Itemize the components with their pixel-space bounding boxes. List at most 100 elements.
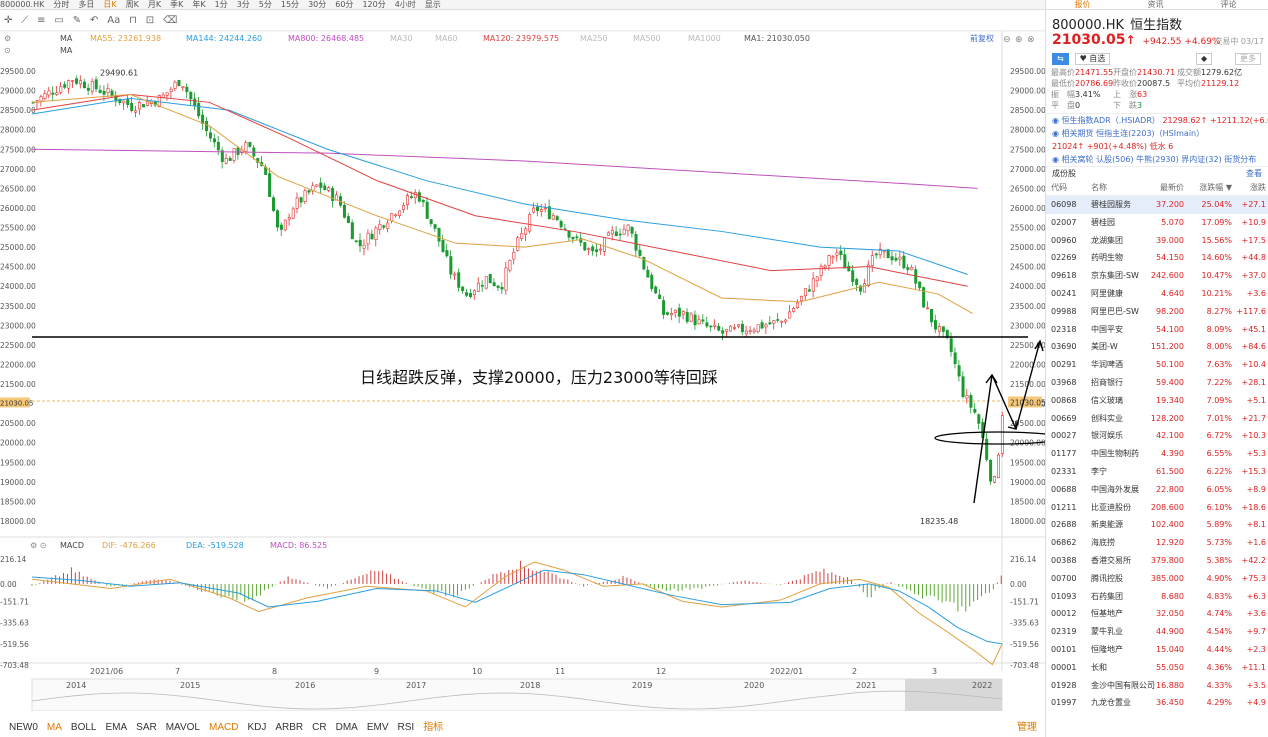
- column-header[interactable]: 代码: [1051, 183, 1067, 192]
- indicator-tab[interactable]: KDJ: [247, 722, 267, 733]
- indicator-tab[interactable]: ARBR: [275, 722, 304, 733]
- table-row[interactable]: 03968 招商银行 59.400 7.22% +28.1: [1051, 377, 1266, 387]
- period-tab[interactable]: 30分: [308, 0, 327, 9]
- indicator-tab[interactable]: SAR: [136, 722, 157, 733]
- text-tool-icon[interactable]: Aa: [107, 15, 121, 26]
- side-tab[interactable]: 评论: [1220, 0, 1237, 9]
- components-more-link[interactable]: 查看: [1246, 169, 1262, 178]
- table-row[interactable]: 00101 恒隆地产 15.040 4.44% +2.3: [1051, 644, 1266, 654]
- crosshair-icon[interactable]: ✛: [4, 15, 13, 26]
- period-tab[interactable]: 多日: [78, 0, 95, 9]
- period-tab[interactable]: 年K: [192, 0, 206, 9]
- period-tab[interactable]: 120分: [362, 0, 386, 9]
- table-row[interactable]: 03690 美团-W 151.200 8.00% +84.6: [1051, 342, 1266, 352]
- column-header[interactable]: 名称: [1091, 183, 1107, 192]
- period-tab[interactable]: 分时: [53, 0, 70, 9]
- table-row[interactable]: 00241 阿里健康 4.640 10.21% +3.6: [1051, 288, 1266, 298]
- table-row[interactable]: 00001 长和 55.050 4.36% +11.1: [1051, 662, 1266, 672]
- table-row[interactable]: 00688 中国海外发展 22.800 6.05% +8.9: [1051, 484, 1266, 494]
- related-item[interactable]: ◉ 相关期货 恒指主连(2203)（HSImain）: [1052, 129, 1205, 138]
- period-tab[interactable]: 4小时: [394, 0, 416, 9]
- indicator-tab[interactable]: NEW0: [9, 722, 38, 733]
- period-tab[interactable]: 显示: [424, 0, 441, 9]
- pane-control-icon[interactable]: ⊕: [1015, 35, 1023, 45]
- period-tab[interactable]: 周K: [125, 0, 139, 9]
- bell-icon[interactable]: ◆: [1196, 53, 1213, 65]
- magnet-icon[interactable]: ⊓: [129, 15, 137, 26]
- column-header[interactable]: 涨跌: [1250, 183, 1266, 192]
- table-row[interactable]: 01211 比亚迪股份 208.600 6.10% +18.6: [1051, 502, 1266, 512]
- period-tab[interactable]: 800000.HK: [0, 0, 45, 9]
- line-tool-icon[interactable]: ⟋: [21, 15, 29, 26]
- table-row[interactable]: 02688 新奥能源 102.400 5.89% +8.1: [1051, 520, 1266, 530]
- indicator-tab[interactable]: EMV: [366, 722, 389, 733]
- table-row[interactable]: 01177 中国生物制药 4.390 6.55% +5.3: [1051, 449, 1266, 459]
- indicator-tab[interactable]: 指标: [423, 722, 444, 733]
- side-tab[interactable]: 报价: [1074, 0, 1091, 9]
- period-tab[interactable]: 5分: [258, 0, 272, 9]
- table-row[interactable]: 00960 龙湖集团 39.000 15.56% +17.5: [1051, 235, 1266, 245]
- table-row[interactable]: 02007 碧桂园 5.070 17.09% +10.9: [1051, 217, 1266, 227]
- indicator-tab[interactable]: BOLL: [70, 722, 97, 733]
- period-tab[interactable]: 3分: [236, 0, 250, 9]
- table-row[interactable]: 00388 香港交易所 379.800 5.38% +42.2: [1051, 555, 1266, 565]
- settings-icon[interactable]: ⊙: [4, 46, 11, 55]
- table-row[interactable]: 01928 金沙中国有限公司16.880 4.33% +3.5: [1051, 680, 1266, 690]
- table-row[interactable]: 02318 中国平安 54.100 8.09% +45.1: [1051, 324, 1266, 334]
- table-row[interactable]: 02269 药明生物 54.150 14.60% +44.8: [1051, 253, 1266, 263]
- table-row[interactable]: 00291 华润啤酒 50.100 7.63% +10.4: [1051, 360, 1266, 370]
- indicator-tab[interactable]: DMA: [335, 722, 358, 733]
- column-header[interactable]: 涨跌幅 ▼: [1199, 183, 1232, 192]
- period-tab[interactable]: 15分: [280, 0, 300, 9]
- more-button[interactable]: 更多: [1235, 53, 1261, 65]
- table-row[interactable]: 02331 李宁 61.500 6.22% +15.3: [1051, 466, 1266, 476]
- table-row[interactable]: 00012 恒基地产 32.050 4.74% +3.6: [1051, 609, 1266, 619]
- pen-tool-icon[interactable]: ✎: [72, 15, 82, 26]
- gear-icon[interactable]: ⚙: [4, 34, 11, 43]
- pane-control-icon[interactable]: ⊗: [1027, 35, 1035, 45]
- delete-icon[interactable]: ⌫: [163, 15, 178, 26]
- manage-button[interactable]: 管理: [1017, 722, 1037, 733]
- table-row[interactable]: 02319 蒙牛乳业 44.900 4.54% +9.7: [1051, 627, 1266, 637]
- indicator-tab[interactable]: EMA: [105, 722, 128, 733]
- side-tab[interactable]: 资讯: [1147, 0, 1164, 9]
- period-tab[interactable]: 季K: [170, 0, 184, 9]
- column-header[interactable]: 最新价: [1160, 183, 1184, 192]
- gear-icon[interactable]: ⚙ ⊙: [30, 541, 46, 550]
- table-row[interactable]: 01997 九龙仓置业 36.450 4.29% +4.9: [1051, 698, 1266, 708]
- indicator-tab[interactable]: RSI: [397, 722, 415, 733]
- indicator-tab[interactable]: MACD: [209, 722, 239, 733]
- table-row[interactable]: 09618 京东集团-SW 242.600 10.47% +37.0: [1051, 271, 1266, 281]
- adjust-button[interactable]: 前复权: [970, 33, 994, 43]
- table-row[interactable]: 09988 阿里巴巴-SW 98.200 8.27% +117.6: [1051, 306, 1266, 316]
- indicator-tab[interactable]: MAVOL: [165, 722, 200, 733]
- table-row[interactable]: 00027 银河娱乐 42.100 6.72% +10.3: [1051, 431, 1266, 441]
- table-row[interactable]: 06098 碧桂园服务 37.200 25.04% +27.1: [1046, 196, 1268, 214]
- indicator-tab[interactable]: MA: [46, 722, 62, 733]
- pane-control-icon[interactable]: ⊖: [1003, 35, 1011, 45]
- time-navigator[interactable]: [31, 678, 1003, 711]
- share-button[interactable]: ⇆: [1052, 53, 1069, 65]
- period-tab[interactable]: 60分: [335, 0, 354, 9]
- table-row[interactable]: 00700 腾讯控股 385.000 4.90% +75.3: [1051, 573, 1266, 583]
- period-tab[interactable]: 月K: [147, 0, 162, 9]
- related-item[interactable]: 21024↑ +901(+4.48%) 低水 6: [1052, 142, 1174, 151]
- lock-icon[interactable]: ⊡: [145, 15, 155, 26]
- period-tab[interactable]: 日K: [103, 0, 117, 9]
- navigator-window[interactable]: [905, 679, 1002, 711]
- period-tab[interactable]: 1分: [214, 0, 228, 9]
- indicator-tab[interactable]: CR: [312, 722, 327, 733]
- related-item[interactable]: ◉ 相关窝轮 认股(506) 牛熊(2930) 界内证(32) 街货分布: [1052, 155, 1257, 164]
- add-favorite-button[interactable]: ♥ 自选: [1074, 53, 1111, 65]
- table-row[interactable]: 06862 海底捞 12.920 5.73% +1.6: [1051, 538, 1266, 548]
- related-item[interactable]: ◉ 恒生指数ADR（.HSIADR） 21298.62↑ +1211.12(+6…: [1052, 116, 1268, 125]
- macd-tick-left: -151.71: [0, 597, 29, 606]
- candle-body: [445, 250, 449, 257]
- table-row[interactable]: 01093 石药集团 8.680 4.83% +6.3: [1051, 591, 1266, 601]
- rect-tool-icon[interactable]: ▭: [54, 15, 64, 26]
- undo-icon[interactable]: ↶: [90, 15, 99, 26]
- table-row[interactable]: 00868 信义玻璃 19.340 7.09% +5.1: [1051, 395, 1266, 405]
- table-row[interactable]: 00669 创科实业 128.200 7.01% +21.7: [1051, 413, 1266, 423]
- hline-tool-icon[interactable]: ≡: [37, 15, 46, 26]
- kline-chart[interactable]: ⚙ ⊙ MA MA55: 23261.938 MA144: 24244.260 MA800…: [0, 31, 1045, 711]
